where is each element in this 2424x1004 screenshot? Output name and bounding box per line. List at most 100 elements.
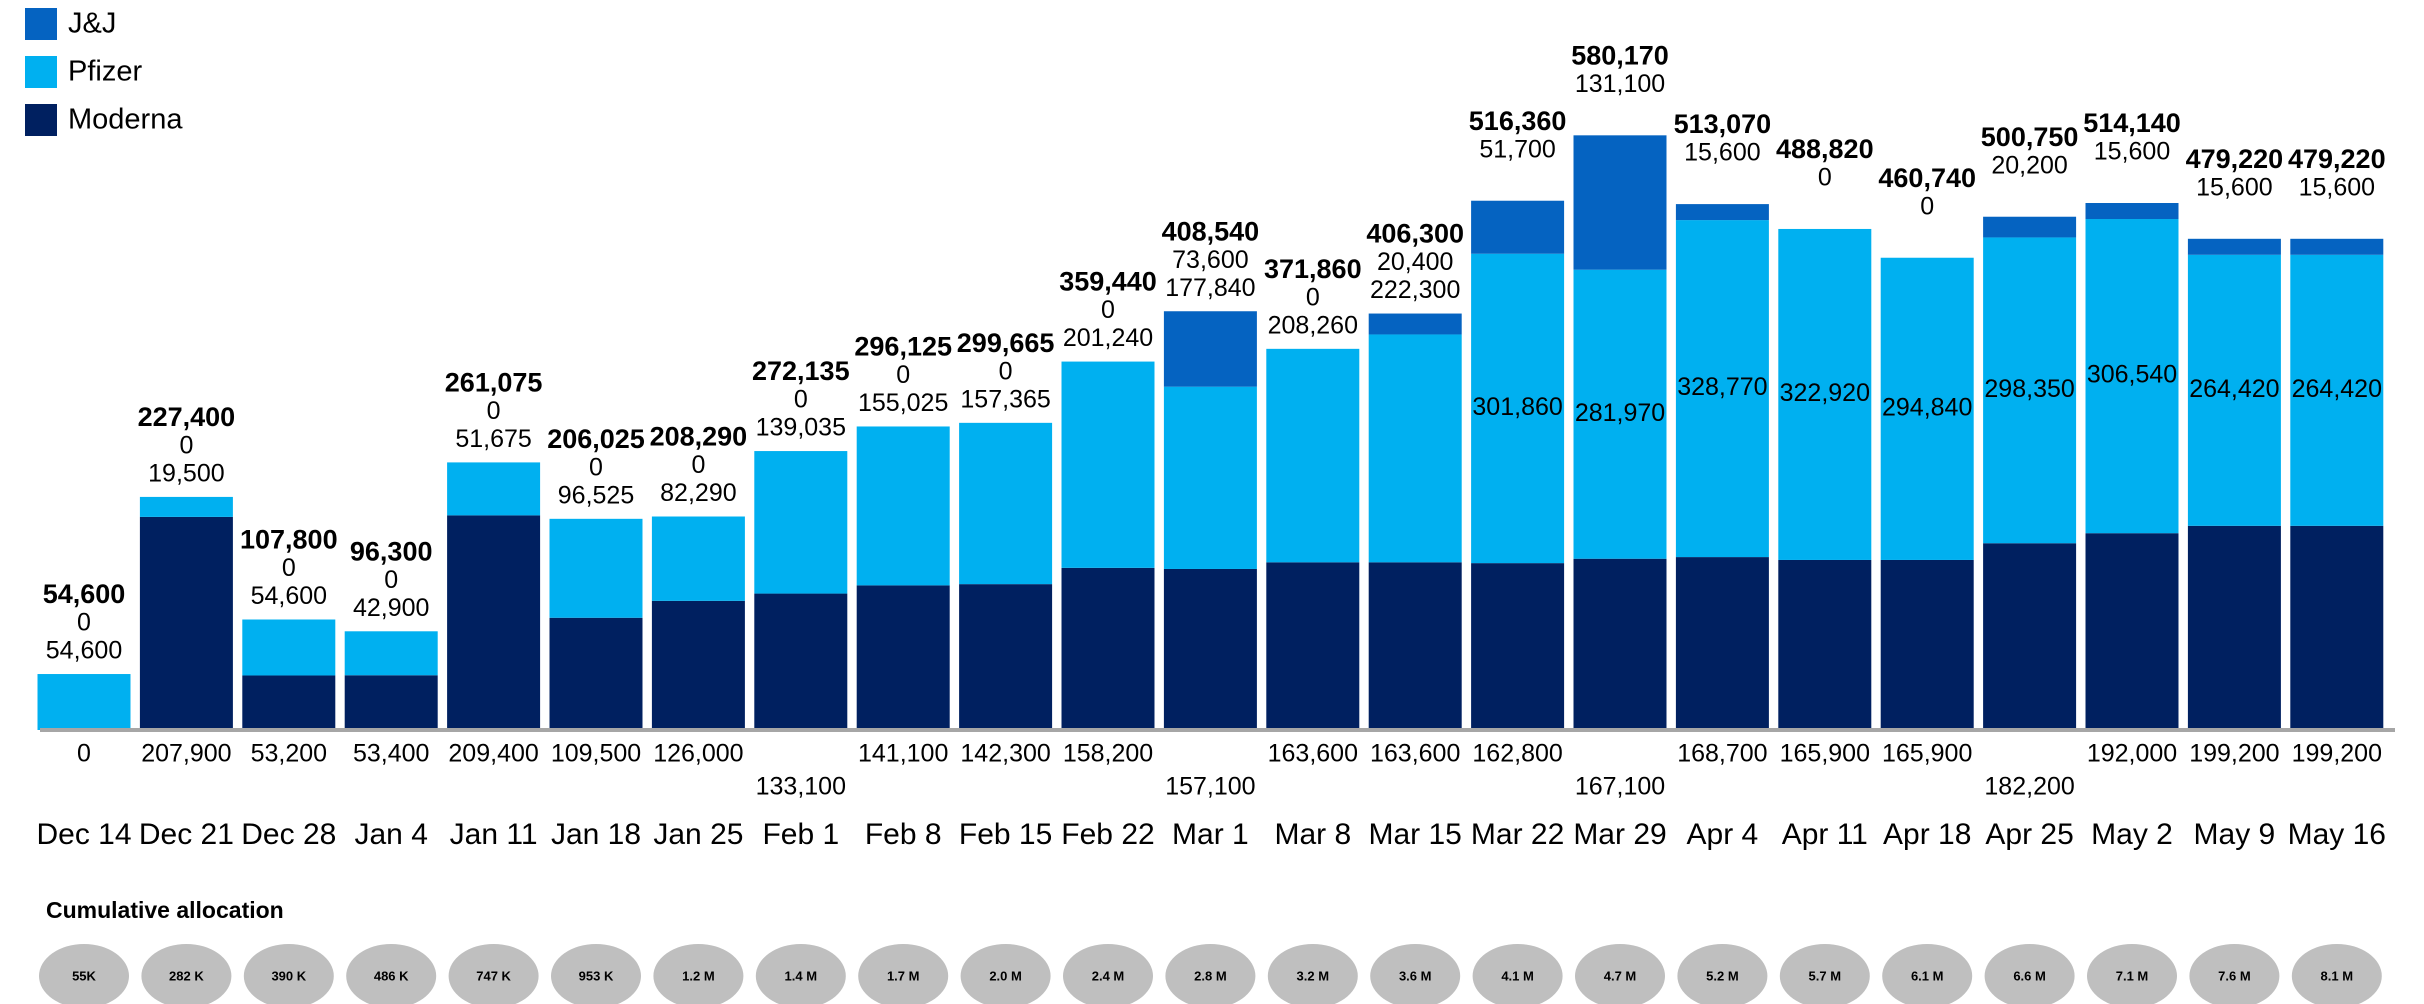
total-label: 359,440 — [1059, 267, 1157, 297]
cumulative-label: 747 K — [476, 968, 511, 983]
bar-segment — [856, 426, 950, 586]
total-label: 227,400 — [138, 402, 236, 432]
bar-segment — [139, 516, 233, 730]
x-tick-label: Apr 4 — [1687, 818, 1759, 851]
jj-label: 51,700 — [1479, 135, 1555, 163]
bar-segment — [549, 617, 643, 730]
jj-label: 15,600 — [1684, 139, 1760, 167]
cumulative-badge — [1575, 944, 1665, 1004]
bar-segment — [1983, 543, 2077, 730]
bar-segment — [651, 516, 745, 601]
total-label: 206,025 — [547, 424, 645, 454]
bar-segment — [651, 600, 745, 730]
bar-segment — [1061, 567, 1155, 730]
moderna-label: 199,200 — [2189, 740, 2279, 768]
cumulative-label: 4.1 M — [1501, 968, 1534, 983]
bar-segment — [1266, 562, 1360, 730]
bar-segment — [754, 593, 848, 730]
bar-segment — [139, 496, 233, 517]
bar-segment — [2290, 238, 2384, 255]
cumulative-badge — [1063, 944, 1153, 1004]
jj-label: 20,400 — [1377, 248, 1453, 276]
legend-swatch — [25, 104, 57, 136]
total-label: 96,300 — [350, 536, 433, 566]
pfizer-label: 82,290 — [660, 479, 736, 507]
bar-segment — [344, 675, 438, 730]
total-label: 299,665 — [957, 328, 1055, 358]
cumulative-label: 282 K — [169, 968, 204, 983]
bar-segment — [2290, 254, 2384, 526]
jj-label: 15,600 — [2299, 173, 2375, 201]
bar-segment — [1573, 558, 1667, 730]
bar-segment — [1675, 204, 1769, 221]
bar-segment — [447, 515, 541, 730]
bar-segment — [1880, 257, 1974, 560]
x-tick-label: Jan 18 — [551, 818, 641, 851]
bar-segment — [1675, 220, 1769, 558]
total-label: 208,290 — [650, 422, 748, 452]
bar-segment — [1675, 557, 1769, 730]
cumulative-label: 5.2 M — [1706, 968, 1739, 983]
moderna-label: 163,600 — [1370, 740, 1460, 768]
total-label: 406,300 — [1366, 219, 1464, 249]
cumulative-label: 1.7 M — [887, 968, 920, 983]
x-tick-label: Mar 15 — [1369, 818, 1462, 851]
bar-segment — [1163, 311, 1257, 387]
total-label: 296,125 — [854, 332, 952, 362]
jj-label: 0 — [691, 451, 705, 479]
jj-label: 0 — [77, 609, 91, 637]
legend-swatch — [25, 56, 57, 88]
bar-segment — [2085, 218, 2179, 534]
cumulative-label: 3.2 M — [1297, 968, 1330, 983]
bar-segment — [37, 674, 131, 730]
cumulative-badge — [448, 944, 539, 1004]
pfizer-label: 157,365 — [960, 385, 1050, 413]
cumulative-label: 6.6 M — [2013, 968, 2046, 983]
cumulative-badge — [39, 944, 129, 1004]
bar-segment — [344, 631, 438, 676]
jj-label: 15,600 — [2196, 173, 2272, 201]
pfizer-label: 322,920 — [1780, 379, 1870, 407]
pfizer-label: 96,525 — [558, 481, 634, 509]
cumulative-badge — [1370, 944, 1461, 1004]
pfizer-label: 264,420 — [2292, 375, 2382, 403]
jj-label: 0 — [1920, 192, 1934, 220]
cumulative-label: 390 K — [271, 968, 306, 983]
legend-swatch — [25, 8, 57, 40]
pfizer-label: 19,500 — [148, 460, 224, 488]
x-tick-label: Feb 1 — [762, 818, 839, 851]
moderna-label: 168,700 — [1677, 740, 1767, 768]
pfizer-label: 201,240 — [1063, 324, 1153, 352]
total-label: 408,540 — [1162, 216, 1260, 246]
cumulative-label: 55K — [72, 968, 96, 983]
x-tick-label: Apr 11 — [1782, 818, 1868, 851]
total-label: 513,070 — [1674, 109, 1772, 139]
cumulative-badge — [1677, 944, 1768, 1004]
cumulative-badge — [1472, 944, 1563, 1004]
pfizer-label: 306,540 — [2087, 361, 2177, 389]
cumulative-badge — [551, 944, 641, 1004]
cumulative-badge — [2087, 944, 2177, 1004]
cumulative-label: 2.8 M — [1194, 968, 1227, 983]
cumulative-label: 4.7 M — [1604, 968, 1637, 983]
bar-segment — [1368, 562, 1462, 730]
moderna-label: 133,100 — [756, 773, 846, 801]
total-label: 479,220 — [2186, 144, 2284, 174]
total-label: 580,170 — [1571, 40, 1669, 70]
total-label: 54,600 — [43, 579, 126, 609]
cumulative-label: 486 K — [374, 968, 409, 983]
total-label: 460,740 — [1878, 163, 1976, 193]
jj-label: 0 — [896, 361, 910, 389]
bar-segment — [242, 619, 336, 676]
jj-label: 0 — [794, 386, 808, 414]
total-label: 514,140 — [2083, 108, 2181, 138]
x-tick-label: Feb 8 — [865, 818, 942, 851]
total-label: 500,750 — [1981, 122, 2079, 152]
cumulative-label: 7.1 M — [2116, 968, 2149, 983]
total-label: 488,820 — [1776, 134, 1874, 164]
x-tick-label: May 9 — [2194, 818, 2276, 851]
total-label: 479,220 — [2288, 144, 2386, 174]
jj-label: 0 — [1818, 164, 1832, 192]
cumulative-badge — [1779, 944, 1870, 1004]
moderna-label: 163,600 — [1268, 740, 1358, 768]
